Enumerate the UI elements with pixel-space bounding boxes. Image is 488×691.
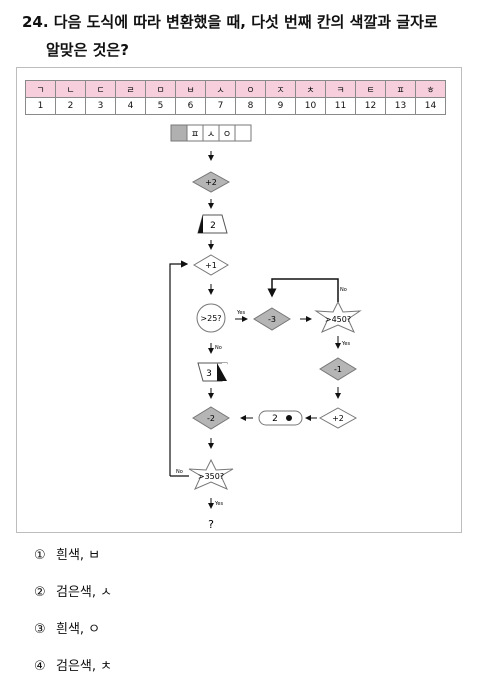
- question-line-2: 알맞은 것은?: [46, 41, 129, 59]
- plus1-text: +1: [205, 261, 217, 270]
- start-cell-1: [170, 124, 188, 142]
- plus2b-text: +2: [332, 414, 344, 423]
- yes-label-1: Yes: [236, 310, 245, 316]
- option-1-text: 흰색, ㅂ: [56, 548, 101, 563]
- gt25-text: >25?: [200, 314, 221, 323]
- gt350-star: >350?: [188, 458, 234, 490]
- option-3-text: 흰색, ㅇ: [56, 622, 101, 637]
- loop-left-line: [169, 260, 189, 476]
- option-1-number: ①: [34, 548, 46, 563]
- question-text: 24. 다음 도식에 따라 변환했을 때, 다섯 번째 칸의 색깔과 글자로 알…: [22, 8, 482, 64]
- option-4-number: ④: [34, 659, 46, 674]
- letter-cell: ㅁ: [145, 80, 176, 98]
- minus3-diamond: -3: [253, 307, 291, 331]
- option-1[interactable]: ① 흰색, ㅂ: [34, 543, 112, 580]
- start-cells: ㅍ ㅅ ㅇ: [170, 124, 252, 142]
- number-cell: 1: [25, 97, 56, 115]
- letter-cell: ㅌ: [355, 80, 386, 98]
- result-question: ?: [208, 518, 214, 531]
- number-cell: 9: [265, 97, 296, 115]
- no-label-1: No: [215, 345, 222, 351]
- gt25-circle: >25?: [196, 303, 226, 333]
- answer-options: ① 흰색, ㅂ ② 검은색, ㅅ ③ 흰색, ㅇ ④ 검은색, ㅊ: [34, 543, 112, 691]
- letter-cell: ㅂ: [175, 80, 206, 98]
- yes-label-3: Yes: [214, 501, 223, 507]
- oval-2-text: 2: [272, 414, 278, 424]
- letter-cell: ㄱ: [25, 80, 56, 98]
- gt350-text: >350?: [198, 472, 224, 481]
- minus3-text: -3: [268, 315, 276, 324]
- letter-cell: ㅈ: [265, 80, 296, 98]
- number-cell: 14: [415, 97, 446, 115]
- code-table: ㄱ ㄴ ㄷ ㄹ ㅁ ㅂ ㅅ ㅇ ㅈ ㅊ ㅋ ㅌ ㅍ ㅎ 1 2 3 4 5 6 …: [25, 80, 446, 115]
- plus2-text: +2: [205, 178, 217, 187]
- flowchart: ㅍ ㅅ ㅇ +2 2 +1 >25?: [169, 124, 362, 531]
- number-cell: 4: [115, 97, 146, 115]
- no-loop-line: [267, 278, 339, 302]
- minus2-diamond: -2: [192, 406, 230, 430]
- oval-2: 2: [258, 410, 303, 426]
- number-cell: 11: [325, 97, 356, 115]
- minus2-text: -2: [207, 414, 215, 423]
- gt450-text: >450?: [325, 315, 351, 324]
- option-4[interactable]: ④ 검은색, ㅊ: [34, 654, 112, 691]
- start-cell-5: [234, 124, 252, 142]
- plus1-diamond: +1: [193, 254, 229, 276]
- option-3[interactable]: ③ 흰색, ㅇ: [34, 617, 112, 654]
- letter-cell: ㅇ: [235, 80, 266, 98]
- option-2-number: ②: [34, 585, 46, 600]
- trapezoid-2-text: 2: [210, 221, 216, 231]
- option-2[interactable]: ② 검은색, ㅅ: [34, 580, 112, 617]
- letter-cell: ㅎ: [415, 80, 446, 98]
- no-label-2: No: [176, 469, 183, 475]
- letter-cell: ㅋ: [325, 80, 356, 98]
- no-label-top: No: [340, 287, 347, 293]
- trapezoid-3-text: 3: [206, 369, 212, 379]
- yes-label-2: Yes: [341, 341, 350, 347]
- option-2-text: 검은색, ㅅ: [56, 585, 113, 600]
- option-3-number: ③: [34, 622, 46, 637]
- start-cell-2-text: ㅍ: [191, 130, 199, 140]
- number-cell: 8: [235, 97, 266, 115]
- trapezoid-3: 3: [197, 362, 228, 382]
- plus2-diamond: +2: [191, 171, 231, 193]
- number-row: 1 2 3 4 5 6 7 8 9 10 11 12 13 14: [25, 97, 446, 115]
- letter-cell: ㄴ: [55, 80, 86, 98]
- trapezoid-2: 2: [197, 214, 228, 234]
- figure-box: ㄱ ㄴ ㄷ ㄹ ㅁ ㅂ ㅅ ㅇ ㅈ ㅊ ㅋ ㅌ ㅍ ㅎ 1 2 3 4 5 6 …: [16, 67, 462, 533]
- question-line-1: 24. 다음 도식에 따라 변환했을 때, 다섯 번째 칸의 색깔과 글자로: [22, 13, 438, 31]
- start-cell-4-text: ㅇ: [223, 130, 231, 140]
- minus1-diamond: -1: [319, 357, 357, 381]
- minus1-text: -1: [334, 365, 342, 374]
- option-4-text: 검은색, ㅊ: [56, 659, 113, 674]
- letter-cell: ㅍ: [385, 80, 416, 98]
- plus2b-diamond: +2: [318, 407, 358, 429]
- gt450-star: >450?: [314, 300, 362, 333]
- start-cell-3-text: ㅅ: [207, 130, 215, 140]
